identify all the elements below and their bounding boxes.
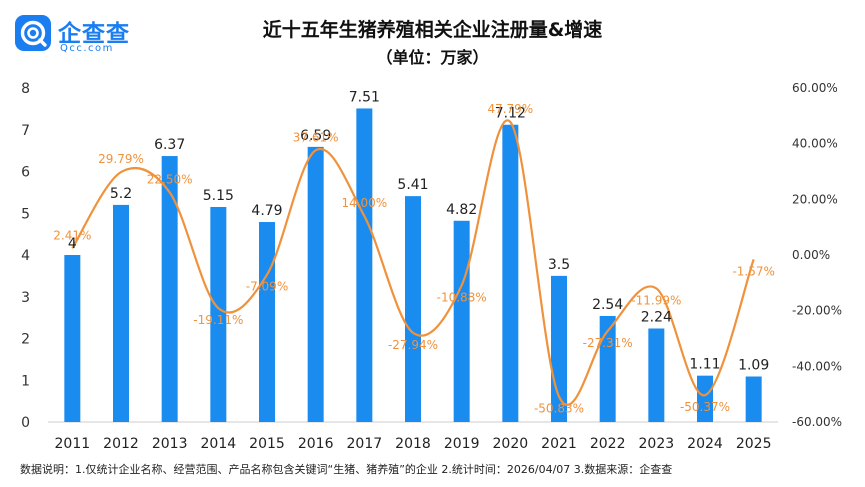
bar-value-label: 4.79: [251, 203, 282, 219]
bar: [599, 315, 616, 422]
growth-value-label: -7.09%: [246, 280, 288, 294]
bar: [502, 124, 519, 423]
left-axis-tick: 1: [21, 373, 30, 389]
growth-value-label: 14.00%: [341, 196, 387, 210]
right-axis-tick: 40.00%: [792, 137, 838, 151]
x-axis-tick: 2023: [639, 436, 675, 452]
growth-value-label: -27.31%: [583, 336, 633, 350]
x-axis-tick: 2022: [590, 436, 626, 452]
x-axis-tick: 2012: [103, 436, 139, 452]
bar: [113, 204, 129, 422]
bar-value-label: 6.37: [154, 137, 185, 153]
x-axis-tick: 2016: [298, 436, 334, 452]
bar: [307, 146, 324, 422]
bar-value-label: 1.11: [689, 357, 720, 373]
left-axis-tick: 8: [21, 81, 30, 97]
qcc-logo-icon: [15, 15, 51, 51]
left-axis-tick: 0: [21, 415, 30, 431]
bar: [210, 206, 227, 422]
bar: [453, 220, 470, 422]
x-axis-tick: 2011: [55, 436, 91, 452]
growth-value-label: -50.83%: [534, 401, 584, 415]
x-axis-tick: 2017: [347, 436, 383, 452]
x-axis-tick: 2019: [444, 436, 480, 452]
left-axis-tick: 5: [21, 206, 30, 222]
right-axis-tick: 20.00%: [792, 192, 838, 206]
growth-value-label: 22.50%: [147, 172, 193, 186]
growth-value-label: -19.11%: [193, 313, 243, 327]
x-axis-tick: 2013: [152, 436, 188, 452]
growth-value-label: -1.57%: [732, 264, 774, 278]
bar: [745, 376, 762, 422]
growth-value-label: 29.79%: [98, 152, 144, 166]
right-axis-tick: 60.00%: [792, 81, 838, 95]
x-axis-tick: 2025: [736, 436, 772, 452]
left-axis-tick: 6: [21, 165, 30, 181]
right-axis-tick: -60.00%: [792, 415, 842, 429]
bar-value-label: 5.41: [397, 177, 428, 193]
left-axis-tick: 3: [21, 290, 30, 306]
growth-value-label: 47.79%: [487, 102, 533, 116]
right-axis-tick: -20.00%: [792, 304, 842, 318]
bar-value-label: 5.15: [203, 188, 234, 204]
bar: [405, 196, 421, 422]
growth-line: [71, 119, 755, 407]
x-axis-tick: 2018: [395, 436, 431, 452]
bar: [648, 328, 665, 422]
growth-value-label: -11.99%: [631, 293, 681, 307]
x-axis-tick: 2020: [493, 436, 529, 452]
x-axis-tick: 2015: [249, 436, 285, 452]
growth-value-label: -50.37%: [680, 400, 730, 414]
bar: [64, 255, 81, 422]
bar: [259, 222, 275, 422]
bar: [161, 156, 178, 423]
x-axis-tick: 2014: [201, 436, 237, 452]
chart-title: 近十五年生猪养殖相关企业注册量&增速: [262, 19, 603, 41]
bar-value-label: 2.54: [592, 297, 623, 313]
bar-value-label: 4.82: [446, 202, 477, 218]
x-axis-tick: 2021: [541, 436, 577, 452]
left-axis-tick: 4: [21, 248, 30, 264]
bar-value-label: 4: [68, 236, 77, 252]
growth-value-label: -27.94%: [388, 338, 438, 352]
right-axis-tick: -40.00%: [792, 359, 842, 373]
bar-value-label: 2.24: [641, 309, 672, 325]
growth-value-label: -10.88%: [437, 290, 487, 304]
brand-logo: 企查查 Qcc.com: [14, 12, 154, 62]
x-axis-tick: 2024: [687, 436, 723, 452]
bar: [356, 108, 373, 423]
bar-value-label: 1.09: [738, 357, 769, 373]
left-axis-tick: 7: [21, 123, 30, 139]
brand-name: 企查查: [58, 21, 130, 47]
chart-subtitle: （单位：万家）: [376, 48, 489, 67]
left-axis-tick: 2: [21, 332, 30, 348]
bar-value-label: 6.59: [300, 128, 331, 144]
bar-value-label: 7.12: [495, 106, 526, 122]
bar: [697, 375, 713, 422]
bar-value-label: 3.5: [548, 257, 570, 273]
right-axis-tick: 0.00%: [792, 248, 830, 262]
bar: [551, 275, 567, 422]
footnote: 数据说明：1.仅统计企业名称、经营范围、产品名称包含关键词“生猪、猪养殖”的企业…: [20, 463, 673, 476]
growth-value-label: 37.61%: [293, 130, 339, 144]
bar-value-label: 7.51: [349, 89, 380, 105]
brand-domain: Qcc.com: [60, 43, 114, 54]
bar-value-label: 5.2: [110, 186, 132, 202]
growth-value-label: 2.41%: [53, 228, 91, 242]
